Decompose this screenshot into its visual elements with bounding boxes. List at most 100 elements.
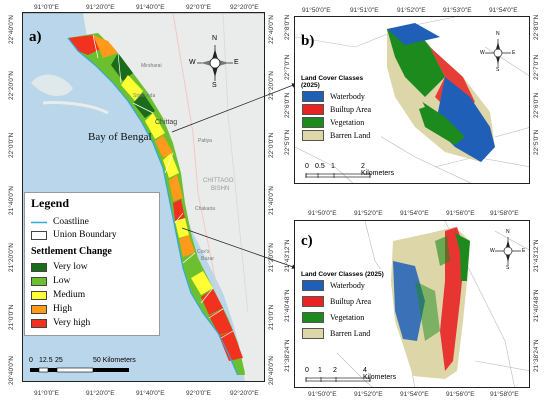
vegetation-swatch-icon	[302, 117, 324, 128]
compass-w: W	[189, 59, 196, 66]
coord-top-b-3: 91°53'0"E	[443, 7, 472, 14]
compass-w: W	[480, 50, 485, 56]
union-boundary-swatch-icon	[31, 230, 47, 240]
coord-top-b-4: 91°54'0"E	[489, 7, 518, 14]
coord-bottom-c-3: 91°56'0"E	[446, 391, 475, 398]
legend-class-label: Very low	[53, 262, 88, 272]
legend-b-label: Builtup Area	[330, 105, 372, 114]
coord-bottom-a-4: 92°20'0"E	[230, 390, 259, 397]
legend-b-builtup: Builtup Area	[302, 104, 381, 115]
coord-right-b-1: 22°7'0"N	[533, 54, 540, 80]
land-cover-legend-b: Land Cover Classes (2025) Waterbody Buil…	[299, 73, 381, 143]
coord-bottom-a-2: 91°40'0"E	[136, 390, 165, 397]
legend-c-label: Barren Land	[330, 329, 371, 338]
scale-tick: 1	[331, 163, 335, 170]
legend-union-label: Union Boundary	[53, 230, 117, 240]
place-label-bazar: Bazar	[201, 256, 215, 262]
coord-bottom-a-0: 91°0'0"E	[34, 390, 59, 397]
scale-tick: 0.5	[315, 163, 325, 170]
legend-title: Legend	[31, 196, 70, 210]
legend-c-label: Vegetation	[330, 313, 365, 322]
scale-tick: 2	[333, 367, 337, 374]
coord-left-b-2: 22°6'0"N	[284, 92, 291, 118]
place-label-sitakunda: Sitakunda	[133, 93, 156, 99]
waterbody-swatch-icon	[302, 280, 324, 291]
coord-left-c-2: 21°38'24"N	[284, 339, 291, 372]
place-label-patiya: Patiya	[198, 138, 212, 144]
barren-swatch-icon	[302, 328, 324, 339]
coord-right-b-0: 22°8'0"N	[533, 14, 540, 40]
barren-swatch-icon	[302, 130, 324, 141]
coord-top-a-1: 91°20'0"E	[86, 4, 115, 11]
legend-class-label: Low	[53, 276, 71, 286]
scale-tick: 2 Kilometers	[361, 163, 395, 177]
builtup-swatch-icon	[302, 104, 324, 115]
coord-left-a-5: 21°0'0"N	[8, 304, 15, 330]
scale-bar-a: 0 12.5 25 50 Kilometers	[29, 357, 149, 377]
coord-left-a-2: 22°0'0"N	[8, 132, 15, 158]
coord-top-c-1: 91°52'0"E	[354, 210, 383, 217]
coord-left-a-4: 21°20'0"N	[8, 243, 15, 272]
coord-right-a-4: 21°20'0"N	[268, 243, 275, 272]
place-label-mirsharai: Mirsharai	[141, 63, 162, 69]
scale-tick: 1	[318, 367, 322, 374]
coord-right-a-2: 22°0'0"N	[268, 132, 275, 158]
legend-settlement-title: Settlement Change	[31, 246, 112, 257]
panel-label-a: a)	[29, 29, 42, 45]
coastline-line-icon	[31, 221, 47, 223]
coord-right-c-2: 21°38'24"N	[533, 339, 540, 372]
compass-w: W	[490, 248, 495, 254]
coord-top-a-0: 91°0'0"E	[34, 4, 59, 11]
scale-tick: 25	[55, 357, 63, 364]
coord-top-c-3: 91°56'0"E	[446, 210, 475, 217]
scale-tick: 4 Kilometers	[363, 367, 397, 381]
place-label-chittagong: Chittag	[155, 119, 178, 126]
high-swatch-icon	[31, 304, 47, 314]
compass-e: E	[512, 50, 516, 56]
legend-c-waterbody: Waterbody	[302, 280, 391, 291]
legend-union-boundary: Union Boundary	[31, 230, 117, 240]
medium-swatch-icon	[31, 290, 47, 300]
legend-c-barren: Barren Land	[302, 328, 391, 339]
coord-right-c-1: 21°40'48"N	[533, 289, 540, 322]
waterbody-swatch-icon	[302, 91, 324, 102]
compass-s: S	[212, 82, 217, 89]
legend-b-title: Land Cover Classes (2025)	[301, 75, 364, 89]
coord-left-a-6: 20°40'0"N	[8, 356, 15, 385]
legend-coastline: Coastline	[31, 217, 89, 227]
north-arrow-icon: N S W E	[490, 229, 525, 271]
compass-s: S	[506, 265, 510, 271]
very-low-swatch-icon	[31, 262, 47, 272]
coord-right-a-5: 21°0'0"N	[268, 304, 275, 330]
coord-left-a-1: 22°20'0"N	[8, 71, 15, 100]
compass-n: N	[506, 229, 510, 235]
coord-right-a-3: 21°40'0"N	[268, 186, 275, 215]
coord-left-a-0: 22°40'0"N	[8, 15, 15, 44]
coord-top-a-4: 92°20'0"E	[230, 4, 259, 11]
coord-left-b-1: 22°7'0"N	[284, 54, 291, 80]
coord-right-c-0: 21°43'12"N	[533, 239, 540, 272]
coord-left-c-1: 21°40'48"N	[284, 289, 291, 322]
legend-a: Legend Coastline Union Boundary Settleme…	[24, 192, 160, 336]
coord-bottom-c-4: 91°58'0"E	[490, 391, 519, 398]
compass-n: N	[496, 31, 500, 37]
coord-top-c-2: 91°54'0"E	[400, 210, 429, 217]
coord-right-a-6: 20°40'0"N	[268, 356, 275, 385]
scale-bar-c: 0 1 2 4 Kilometers	[305, 367, 397, 385]
legend-c-title: Land Cover Classes (2025)	[301, 271, 384, 278]
low-swatch-icon	[31, 276, 47, 286]
coord-bottom-a-1: 91°20'0"E	[86, 390, 115, 397]
coord-right-b-3: 22°5'0"N	[533, 129, 540, 155]
coord-top-a-2: 91°40'0"E	[136, 4, 165, 11]
coord-right-b-2: 22°6'0"N	[533, 92, 540, 118]
bay-of-bengal-label: Bay of Bengal	[88, 131, 152, 143]
legend-class-very-high: Very high	[31, 318, 90, 328]
scale-tick: 0	[305, 163, 309, 170]
compass-s: S	[496, 67, 500, 73]
legend-class-label: Medium	[53, 290, 86, 300]
coord-top-a-3: 92°0'0"E	[186, 4, 211, 11]
coord-bottom-c-1: 91°52'0"E	[354, 391, 383, 398]
legend-coastline-label: Coastline	[53, 217, 89, 227]
map-panel-c: c) Land Cover Classes (2025) Waterbody B…	[294, 220, 530, 388]
legend-class-low: Low	[31, 276, 70, 286]
